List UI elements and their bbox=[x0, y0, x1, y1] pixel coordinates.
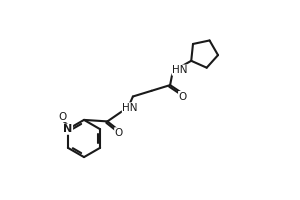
Text: HN: HN bbox=[122, 103, 138, 113]
Text: O: O bbox=[58, 112, 67, 122]
Text: O: O bbox=[178, 92, 187, 102]
Text: N: N bbox=[63, 124, 73, 134]
Text: HN: HN bbox=[172, 65, 188, 75]
Text: O: O bbox=[115, 128, 123, 138]
